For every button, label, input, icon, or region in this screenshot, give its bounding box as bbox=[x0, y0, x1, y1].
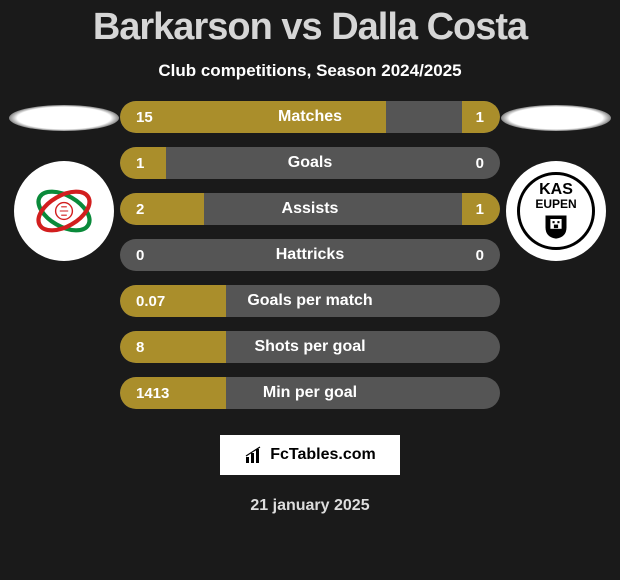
comparison-card: Barkarson vs Dalla Costa Club competitio… bbox=[0, 0, 620, 580]
eupen-eupen-text: EUPEN bbox=[535, 198, 576, 210]
stat-label: Shots per goal bbox=[120, 338, 500, 356]
footer-brand[interactable]: FcTables.com bbox=[220, 435, 400, 475]
stat-label: Hattricks bbox=[120, 246, 500, 264]
stat-label: Min per goal bbox=[120, 384, 500, 402]
page-title: Barkarson vs Dalla Costa bbox=[10, 0, 610, 49]
stat-label: Assists bbox=[120, 200, 500, 218]
stat-row: 1413Min per goal bbox=[120, 377, 500, 409]
footer-brand-text: FcTables.com bbox=[270, 446, 376, 464]
ellipse-shadow-right bbox=[501, 105, 611, 131]
stat-label: Goals bbox=[120, 154, 500, 172]
stat-row: 2Assists1 bbox=[120, 193, 500, 225]
eupen-kas-text: KAS bbox=[539, 182, 573, 198]
stat-value-right: 0 bbox=[476, 155, 484, 172]
club-left-logo bbox=[14, 161, 114, 261]
main-area: KAS EUPEN 15Matches11Goals02Assists10Hat… bbox=[10, 101, 610, 409]
stat-row: 15Matches1 bbox=[120, 101, 500, 133]
stat-row: 0.07Goals per match bbox=[120, 285, 500, 317]
chart-icon bbox=[244, 445, 264, 465]
club-right-column: KAS EUPEN bbox=[496, 101, 616, 261]
eupen-crest-icon bbox=[542, 212, 570, 240]
stat-row: 0Hattricks0 bbox=[120, 239, 500, 271]
vs-text: vs bbox=[281, 6, 321, 48]
stat-value-right: 0 bbox=[476, 247, 484, 264]
stat-value-right: 1 bbox=[476, 201, 484, 218]
stat-value-right: 1 bbox=[476, 109, 484, 126]
stats-list: 15Matches11Goals02Assists10Hattricks00.0… bbox=[120, 101, 500, 409]
ellipse-shadow-left bbox=[9, 105, 119, 131]
club-left-column bbox=[4, 101, 124, 261]
waregem-logo-icon bbox=[29, 176, 99, 246]
player2-name: Dalla Costa bbox=[331, 6, 527, 48]
stat-row: 8Shots per goal bbox=[120, 331, 500, 363]
player1-name: Barkarson bbox=[93, 6, 272, 48]
stat-label: Goals per match bbox=[120, 292, 500, 310]
stat-label: Matches bbox=[120, 108, 500, 126]
footer-date: 21 january 2025 bbox=[10, 497, 610, 515]
subtitle: Club competitions, Season 2024/2025 bbox=[10, 61, 610, 81]
club-right-logo: KAS EUPEN bbox=[506, 161, 606, 261]
stat-row: 1Goals0 bbox=[120, 147, 500, 179]
